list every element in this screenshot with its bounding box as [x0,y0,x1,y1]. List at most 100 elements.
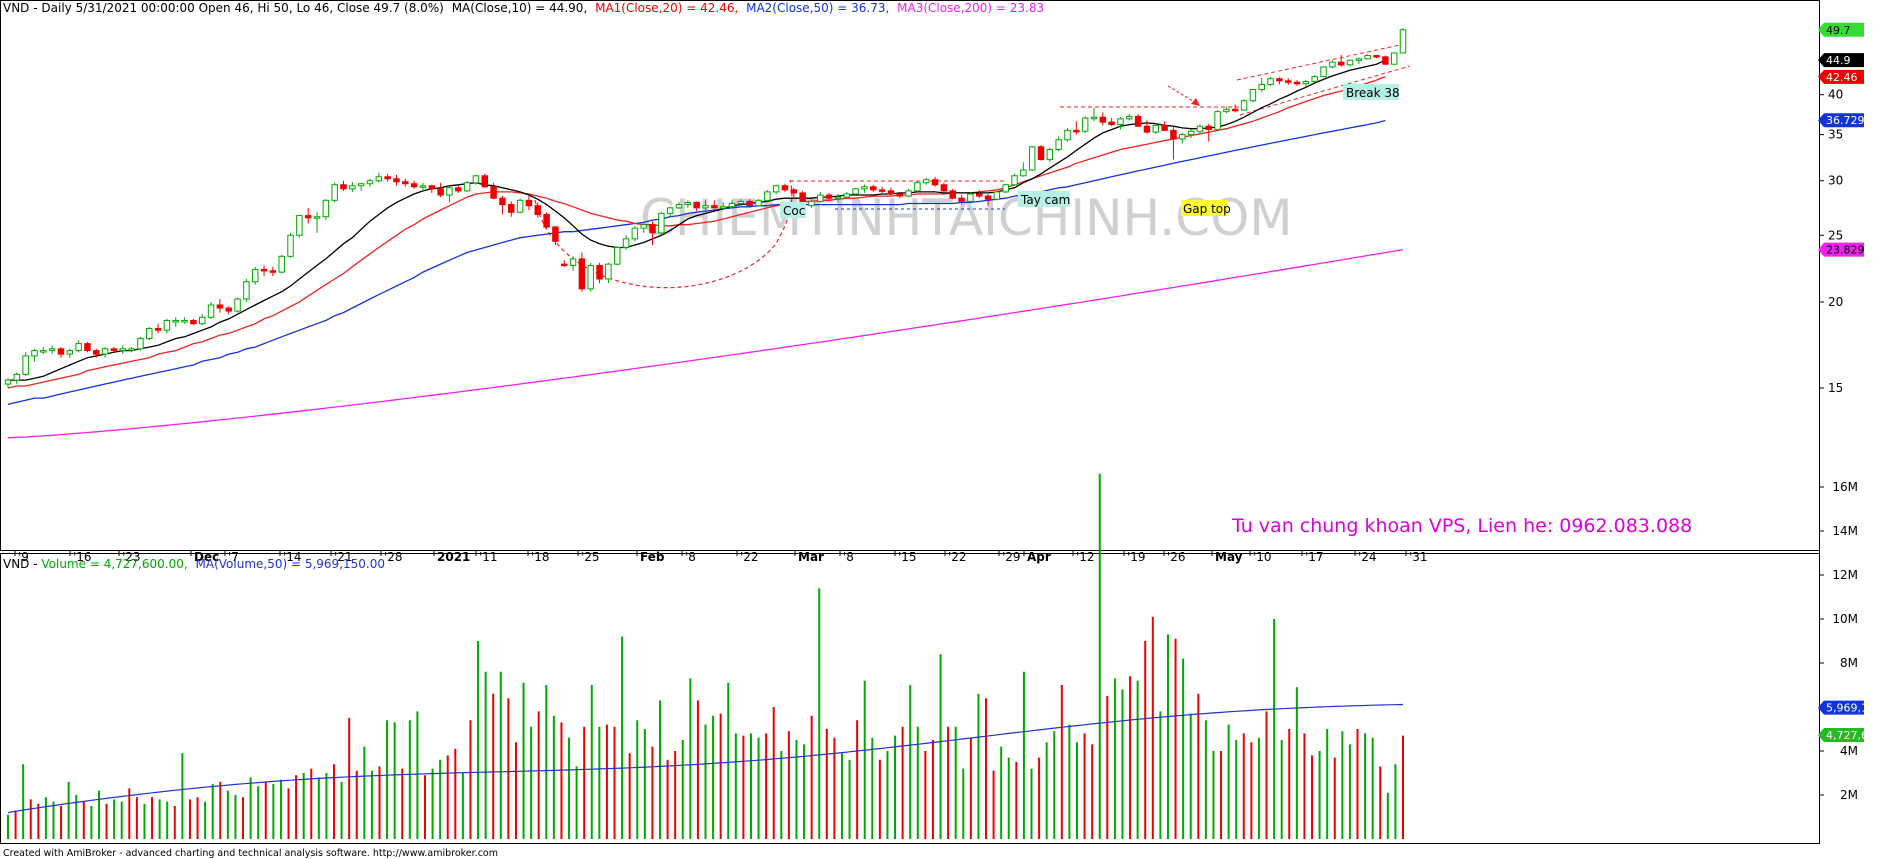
candle [569,256,577,271]
candle-body [508,204,515,213]
candle [1134,114,1142,128]
candle [993,190,1001,201]
candle-body [340,184,347,190]
candle [472,174,480,185]
volume-tick-label: 8M [1840,656,1858,670]
candle-body [622,238,630,248]
price-tick-label: 30 [1828,174,1843,188]
candle-body [843,193,851,198]
candle-body [613,246,621,265]
candle [1170,127,1177,160]
candle [13,372,21,385]
candle-body [110,348,118,352]
x-tick-label: '9 [18,550,29,564]
candle-body [13,373,21,381]
candle [622,235,630,250]
candle-body [975,193,983,197]
candle [1302,80,1310,87]
annotation-coc: Coc [780,202,806,218]
candle-body [958,197,965,202]
candle-body [790,189,798,194]
candle [296,214,303,238]
candle [349,181,356,192]
tag-mavol-bg [1818,700,1864,715]
candle [1064,127,1071,142]
candle-body [702,205,709,209]
candle [746,199,753,207]
candle [463,180,471,192]
tag-ma200-text: 23.829 [1826,244,1865,257]
candle-body [1028,146,1036,171]
candle-body [251,268,259,283]
candle-body [66,350,74,355]
candle-body [675,204,683,209]
candle-body [878,189,886,192]
candle-body [1179,134,1186,140]
price-header-ma10: MA(Close,10) = 44.90, [452,1,588,15]
candle [375,172,383,183]
svg-text:Coc: Coc [783,204,805,218]
candle [419,182,427,192]
candle [490,182,497,200]
candle-body [499,197,506,206]
candle-body [366,180,374,185]
candle [1196,124,1204,134]
candle [878,186,886,193]
candle-body [534,205,541,215]
candle-body [296,215,303,236]
candle-body [746,200,753,207]
candle-body [1170,129,1177,140]
candle [852,187,859,196]
candle-body [914,182,921,192]
candle-body [1267,78,1274,85]
candle [1240,99,1248,111]
candle [1373,54,1380,59]
candle [1037,145,1045,161]
candle-body [1037,146,1045,161]
candle [428,184,436,193]
price-header-ma200: MA3(Close,200) = 23.83 [897,1,1044,15]
break-arrow [1167,85,1199,105]
x-tick-label: '7 [228,550,239,564]
volume-header-prefix: VND - [3,557,41,571]
candle-body [817,194,824,202]
candle-body [684,201,692,206]
candle-body [1390,52,1398,65]
candle [207,301,215,319]
candle-body [658,212,665,234]
candle [516,198,524,214]
candle-body [1064,129,1071,141]
candle [587,262,594,292]
x-tick-label: '11 [479,550,498,564]
candle-body [331,184,338,201]
candle [1002,183,1009,193]
candle-body [304,215,312,219]
candle-body [755,199,762,207]
candle [287,232,294,258]
candle [1382,55,1389,65]
x-tick-label: '22 [948,550,967,564]
channel-top-line [1236,44,1401,81]
candle-body [940,184,948,192]
candle [1329,60,1336,69]
candle [1223,106,1230,114]
candle-body [1240,100,1248,111]
x-tick-label: '14 [283,550,302,564]
candle [481,173,489,188]
x-tick-label: '25 [581,550,600,564]
last-value-tags: 49.7 44.9 42.46 36.7291 23.829 5,969,150 4,727… [1818,22,1882,742]
tag-ma50: 36.7291 [1818,113,1872,128]
x-tick-label: Mar [798,550,824,564]
candle [269,266,277,277]
candle [66,348,74,358]
candle-body [57,348,65,355]
candle [666,206,674,217]
candle-body [905,190,912,197]
candle-body [861,186,868,190]
ma50-line [7,119,1386,406]
candle [1284,78,1292,86]
candle-body [446,187,453,196]
volume-ma-line [7,703,1404,814]
candle [1126,114,1133,121]
